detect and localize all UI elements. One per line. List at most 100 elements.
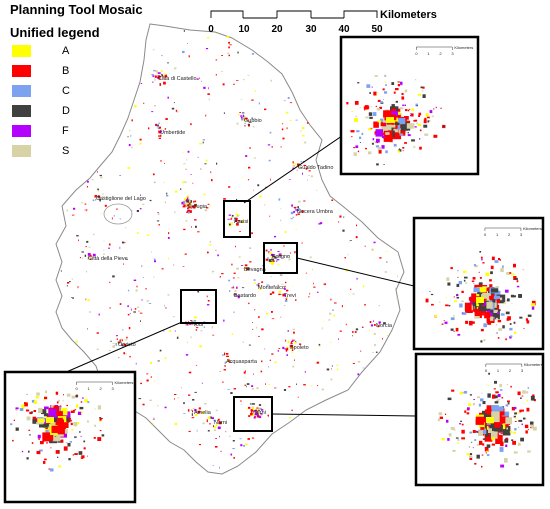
land-use-patch: [516, 280, 519, 283]
land-use-patch: [286, 346, 289, 349]
land-use-patch: [199, 345, 202, 348]
land-use-patch: [459, 423, 462, 425]
land-use-patch: [193, 200, 195, 203]
land-use-patch: [355, 145, 359, 148]
land-use-patch: [203, 86, 206, 89]
land-use-patch: [154, 380, 155, 383]
land-use-patch: [72, 297, 74, 299]
land-use-patch: [461, 429, 465, 434]
land-use-patch: [317, 385, 319, 387]
land-use-patch: [56, 427, 65, 435]
land-use-patch: [228, 279, 231, 282]
land-use-patch: [253, 410, 256, 413]
legend-item-f: F: [12, 125, 92, 139]
land-use-patch: [268, 250, 270, 254]
land-use-patch: [385, 132, 390, 135]
land-use-patch: [173, 263, 175, 266]
land-use-patch: [224, 361, 227, 364]
land-use-patch: [157, 212, 159, 213]
land-use-patch: [222, 381, 224, 383]
land-use-patch: [121, 344, 123, 346]
land-use-patch: [148, 303, 152, 304]
land-use-patch: [247, 123, 250, 126]
land-use-patch: [419, 129, 422, 132]
land-use-patch: [316, 189, 318, 192]
land-use-patch: [301, 210, 304, 213]
land-use-patch: [123, 352, 125, 355]
land-use-patch: [247, 438, 250, 440]
land-use-patch: [270, 79, 272, 82]
land-use-patch: [480, 340, 483, 343]
land-use-patch: [68, 418, 71, 420]
land-use-patch: [372, 112, 377, 116]
land-use-patch: [468, 455, 473, 458]
land-use-patch: [513, 321, 516, 324]
land-use-patch: [103, 253, 105, 255]
land-use-patch: [240, 400, 242, 402]
land-use-patch: [520, 397, 522, 399]
land-use-patch: [154, 75, 157, 78]
land-use-patch: [87, 253, 91, 256]
land-use-patch: [209, 205, 211, 206]
land-use-patch: [93, 233, 95, 236]
land-use-patch: [40, 441, 44, 445]
land-use-patch: [420, 86, 423, 89]
land-use-patch: [266, 312, 269, 315]
land-use-patch: [161, 73, 163, 75]
land-use-patch: [69, 441, 72, 443]
land-use-patch: [306, 122, 309, 124]
land-use-patch: [194, 219, 197, 221]
land-use-patch: [400, 130, 406, 136]
land-use-patch: [269, 260, 273, 264]
land-use-patch: [81, 397, 84, 399]
land-use-patch: [321, 327, 323, 330]
land-use-patch: [246, 385, 247, 388]
town-label: Norcia: [376, 323, 393, 329]
land-use-patch: [96, 332, 99, 334]
land-use-patch: [256, 415, 260, 418]
land-use-patch: [97, 197, 100, 200]
land-use-patch: [366, 84, 371, 88]
land-use-patch: [396, 297, 399, 299]
land-use-patch: [172, 316, 175, 318]
land-use-patch: [270, 256, 274, 259]
land-use-patch: [131, 146, 133, 149]
land-use-patch: [330, 298, 332, 301]
land-use-patch: [111, 217, 113, 220]
land-use-patch: [183, 413, 186, 414]
land-use-patch: [391, 82, 395, 85]
land-use-patch: [484, 312, 491, 319]
land-use-patch: [315, 362, 318, 364]
land-use-patch: [100, 213, 102, 214]
land-use-patch: [372, 138, 375, 141]
land-use-patch: [513, 331, 517, 334]
inset-scale-bar: [76, 381, 113, 385]
land-use-patch: [478, 271, 480, 273]
land-use-patch: [363, 285, 365, 288]
land-use-patch: [318, 346, 321, 348]
land-use-patch: [226, 36, 229, 38]
land-use-patch: [463, 270, 467, 273]
land-use-patch: [236, 198, 238, 201]
land-use-patch: [464, 302, 472, 312]
land-use-patch: [36, 392, 40, 396]
land-use-patch: [292, 365, 295, 368]
land-use-patch: [308, 170, 311, 172]
land-use-patch: [259, 195, 262, 198]
land-use-patch: [207, 300, 210, 302]
land-use-patch: [453, 330, 455, 332]
land-use-patch: [223, 198, 226, 200]
land-use-patch: [55, 391, 59, 395]
land-use-patch: [476, 454, 480, 459]
land-use-patch: [356, 130, 360, 133]
land-use-patch: [198, 77, 200, 79]
town-label: Assisi: [234, 219, 248, 225]
land-use-patch: [357, 150, 360, 153]
land-use-patch: [182, 205, 186, 208]
land-use-patch: [229, 290, 231, 292]
legend-label: S: [62, 145, 70, 157]
land-use-patch: [180, 386, 182, 389]
land-use-patch: [474, 309, 481, 316]
land-use-patch: [285, 111, 289, 114]
land-use-patch: [487, 321, 492, 325]
